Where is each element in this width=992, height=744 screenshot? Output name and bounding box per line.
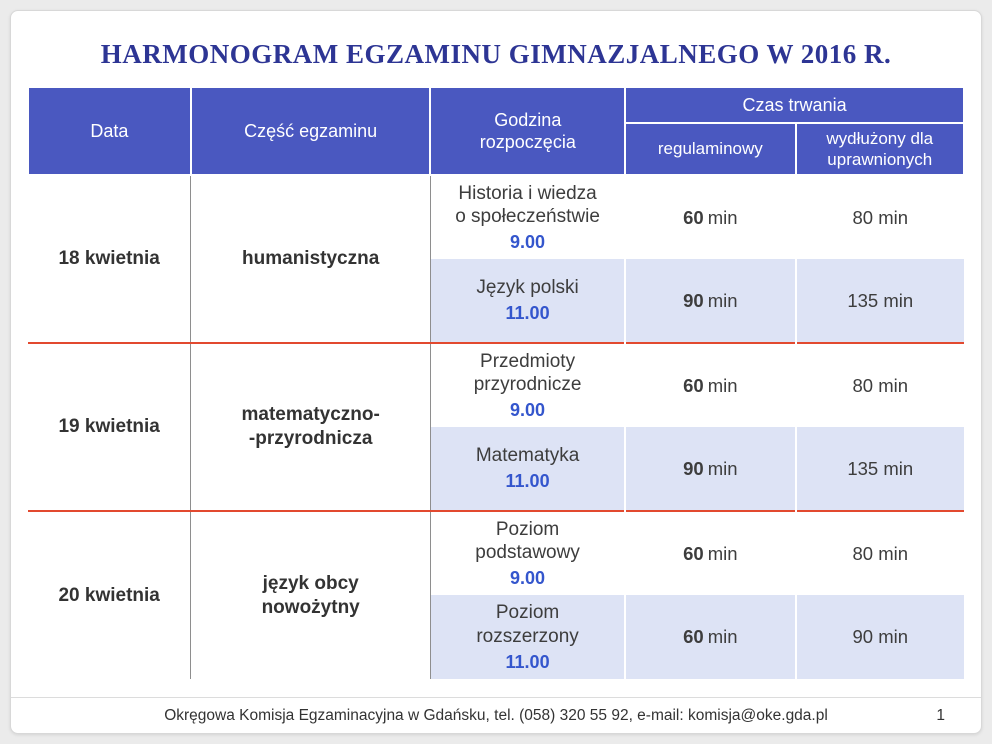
table-row: Matematyka 11.00 90 min 135 min — [28, 427, 964, 511]
standard-duration-value: 60 — [683, 206, 704, 228]
subject-label: Historia i wiedza o społeczeństwie — [455, 182, 600, 228]
extended-duration-cell: 80 min — [794, 175, 964, 259]
subject-cell: Historia i wiedza o społeczeństwie 9.00 — [429, 175, 626, 259]
standard-duration-unit: min — [707, 542, 738, 564]
subject-label: Język polski — [476, 277, 579, 299]
date-cell: 19 kwietnia — [28, 342, 191, 511]
standard-duration-value: 60 — [683, 626, 704, 648]
column-header-standard-duration: regulaminowy — [624, 122, 797, 176]
slide: HARMONOGRAM EGZAMINU GIMNAZJALNEGO W 201… — [10, 10, 982, 734]
extended-duration-cell: 80 min — [794, 342, 964, 427]
start-time-value: 9.00 — [510, 232, 546, 252]
standard-duration-cell: 90 min — [624, 427, 796, 511]
table-header-row: Data Część egzaminu Godzina rozpoczęcia … — [27, 86, 965, 176]
exam-part-cell: matematyczno- -przyrodnicza — [190, 342, 431, 511]
standard-duration-value: 60 — [683, 542, 704, 564]
standard-duration-cell: 60 min — [624, 510, 796, 595]
subject-cell: Poziom podstawowy 9.00 — [429, 510, 626, 595]
extended-duration-cell: 90 min — [794, 595, 964, 679]
extended-duration-cell: 80 min — [794, 510, 964, 595]
column-header-start-time: Godzina rozpoczęcia — [429, 86, 627, 176]
table-row: 19 kwietnia matematyczno- -przyrodnicza … — [28, 342, 964, 511]
standard-duration-cell: 60 min — [624, 595, 796, 679]
table-row: 20 kwietnia język obcy nowożytny Poziom … — [28, 510, 964, 679]
subject-cell: Matematyka 11.00 — [429, 427, 626, 511]
footer-text: Okręgowa Komisja Egzaminacyjna w Gdańsku… — [164, 706, 828, 724]
standard-duration-unit: min — [707, 206, 738, 228]
footer: Okręgowa Komisja Egzaminacyjna w Gdańsku… — [11, 697, 981, 733]
table-row: Język polski 11.00 90 min 135 min — [28, 259, 964, 343]
table-subheader-row: regulaminowy wydłużony dla uprawnionych — [28, 122, 965, 176]
standard-duration-unit: min — [707, 374, 738, 396]
standard-duration-value: 90 — [683, 457, 704, 479]
extended-duration-cell: 135 min — [794, 259, 964, 343]
column-header-extended-duration: wydłużony dla uprawnionych — [794, 122, 965, 176]
start-time-value: 11.00 — [505, 651, 550, 672]
date-cell: 18 kwietnia — [28, 175, 191, 343]
column-header-exam-part: Część egzaminu — [189, 86, 432, 176]
column-header-date: Data — [27, 86, 192, 176]
standard-duration-unit: min — [707, 289, 738, 311]
standard-duration-value: 90 — [683, 289, 704, 311]
standard-duration-unit: min — [707, 457, 738, 479]
table-row: 18 kwietnia humanistyczna Historia i wie… — [28, 175, 964, 343]
exam-part-cell: humanistyczna — [190, 175, 431, 343]
page-number: 1 — [936, 706, 945, 724]
standard-duration-cell: 90 min — [624, 259, 796, 343]
subject-label: Przedmioty przyrodnicze — [473, 350, 582, 396]
start-time-value: 9.00 — [510, 568, 546, 588]
exam-part-cell: język obcy nowożytny — [190, 510, 431, 679]
standard-duration-cell: 60 min — [624, 342, 796, 427]
date-cell: 20 kwietnia — [28, 510, 191, 679]
subject-label: Matematyka — [475, 445, 580, 467]
extended-duration-cell: 135 min — [794, 427, 964, 511]
table-row: Poziom rozszerzony 11.00 60 min 90 min — [28, 595, 964, 679]
subject-cell: Poziom rozszerzony 11.00 — [429, 595, 626, 679]
start-time-value: 11.00 — [505, 471, 550, 492]
column-header-duration: Czas trwania — [624, 86, 965, 124]
subject-cell: Przedmioty przyrodnicze 9.00 — [429, 342, 626, 427]
page-title: HARMONOGRAM EGZAMINU GIMNAZJALNEGO W 201… — [100, 39, 892, 69]
standard-duration-value: 60 — [683, 374, 704, 396]
exam-schedule-table: Data Część egzaminu Godzina rozpoczęcia … — [27, 86, 965, 679]
start-time-value: 11.00 — [505, 303, 550, 324]
standard-duration-unit: min — [707, 626, 738, 648]
start-time-value: 9.00 — [510, 400, 546, 420]
subject-cell: Język polski 11.00 — [429, 259, 626, 343]
standard-duration-cell: 60 min — [624, 175, 796, 259]
subject-label: Poziom rozszerzony — [476, 602, 579, 647]
subject-label: Poziom podstawowy — [475, 518, 580, 564]
